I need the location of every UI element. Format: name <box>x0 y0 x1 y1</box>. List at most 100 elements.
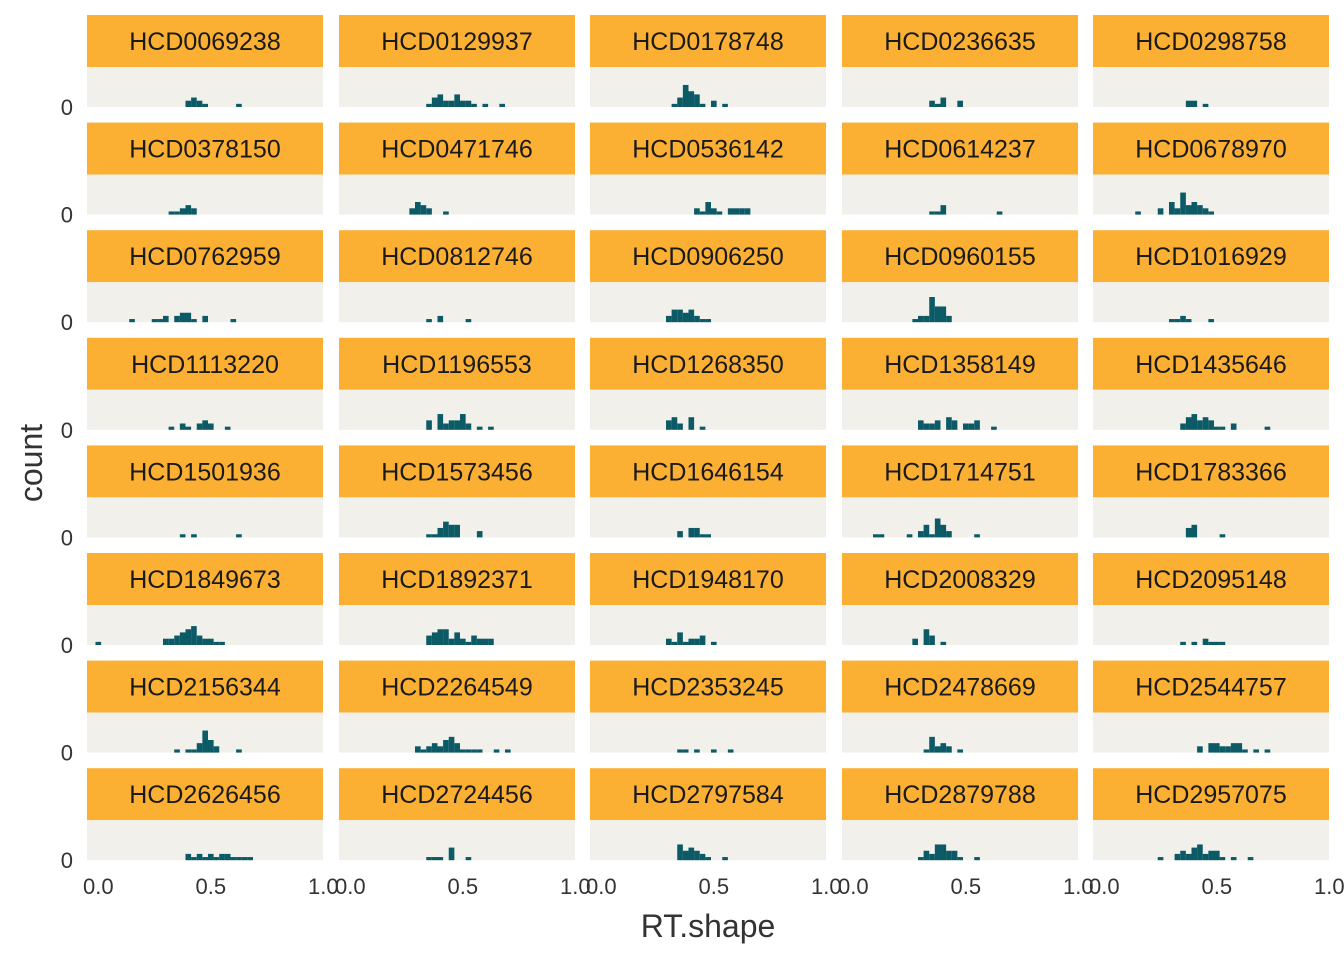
histogram-bar <box>699 635 706 645</box>
histogram-bar <box>185 629 192 645</box>
histogram-bar <box>202 103 208 107</box>
histogram-bar <box>940 641 947 645</box>
histogram-bar <box>476 426 483 430</box>
facet-strip-label: HCD2478669 <box>884 674 1036 702</box>
histogram-bar <box>906 534 913 538</box>
histogram-bar <box>1236 743 1243 753</box>
histogram-bar <box>1264 426 1271 430</box>
histogram-bar <box>694 527 700 538</box>
facet-bars <box>677 844 728 861</box>
histogram-bar <box>1230 423 1237 430</box>
histogram-bar <box>471 103 477 107</box>
histogram-bar <box>185 853 192 861</box>
facet-strip-label: HCD0762959 <box>129 243 281 271</box>
facet-panel-HCD1501936: HCD1501936 <box>87 445 323 538</box>
facet-plot-area <box>590 282 826 323</box>
histogram-bar <box>459 749 466 753</box>
histogram-bar <box>191 534 197 538</box>
histogram-bar <box>677 423 683 430</box>
histogram-bar <box>1197 844 1203 861</box>
histogram-bar <box>1191 847 1198 861</box>
facet-plot-area <box>842 389 1078 430</box>
facet-panel-HCD2544757: HCD2544757 <box>1093 660 1329 753</box>
histogram-bar <box>671 641 678 645</box>
facet-strip-label: HCD2264549 <box>381 674 533 702</box>
facet-strip <box>842 122 1078 175</box>
histogram-bar <box>996 211 1003 215</box>
facet-plot-area <box>842 282 1078 323</box>
facet-bars <box>694 202 751 215</box>
facet-bars <box>677 527 711 538</box>
histogram-bar <box>426 746 432 753</box>
x-tick-label: 0.5 <box>951 874 982 899</box>
histogram-bar <box>443 423 449 430</box>
facet-bars <box>665 309 711 323</box>
histogram-bar <box>1180 641 1186 645</box>
histogram-bar <box>677 844 683 861</box>
histogram-bar <box>934 211 941 215</box>
histogram-bar <box>414 202 421 215</box>
facet-strip <box>87 15 323 67</box>
histogram-bar <box>504 749 511 753</box>
facet-strip <box>87 768 323 821</box>
histogram-bar <box>426 103 432 107</box>
facet-bars <box>923 736 963 753</box>
facet-strip-label: HCD0178748 <box>632 28 784 56</box>
facet-strip <box>87 337 323 390</box>
histogram-bar <box>162 638 169 645</box>
facet-strip-label: HCD1646154 <box>632 458 784 486</box>
facet-panel-HCD1646154: HCD1646154 <box>590 445 826 538</box>
histogram-bar <box>454 743 460 753</box>
histogram-bar <box>459 414 466 430</box>
facet-strip <box>1093 660 1329 713</box>
histogram-bar <box>431 857 438 861</box>
facet-panel-HCD1948170: HCD1948170 <box>590 553 826 645</box>
facet-strip-label: HCD1501936 <box>129 458 281 486</box>
facet-plot-area <box>842 497 1078 538</box>
histogram-bar <box>1219 641 1226 645</box>
y-tick-label: 0 <box>61 741 73 766</box>
histogram-bar <box>1191 202 1198 215</box>
histogram-bar <box>665 638 672 645</box>
histogram-bar <box>443 211 449 215</box>
histogram-bar <box>168 211 175 215</box>
facet-panels: HCD0069238 HCD0129937 HCD0178748 HCD0236635… <box>87 15 1329 861</box>
histogram-bar <box>940 205 947 215</box>
histogram-bar <box>426 208 432 215</box>
histogram-bar <box>699 319 706 323</box>
histogram-bar <box>1197 746 1203 753</box>
facet-plot-area <box>339 820 575 861</box>
histogram-bar <box>1202 417 1209 430</box>
facet-strip-label: HCD0678970 <box>1135 136 1287 164</box>
histogram-bar <box>431 97 438 107</box>
histogram-bar <box>191 208 197 215</box>
histogram-bar <box>671 309 678 323</box>
histogram-bar <box>710 749 717 753</box>
facet-strip <box>339 445 575 498</box>
histogram-bar <box>940 97 947 107</box>
histogram-bar <box>448 847 455 861</box>
facet-panel-HCD1892371: HCD1892371 <box>339 553 575 645</box>
facet-panel-HCD1435646: HCD1435646 <box>1093 337 1329 430</box>
facet-strip <box>590 230 826 283</box>
histogram-bar <box>196 853 203 861</box>
facet-strip <box>87 445 323 498</box>
histogram-bar <box>1208 319 1214 323</box>
facet-panel-HCD0536142: HCD0536142 <box>590 122 826 215</box>
histogram-bar <box>168 638 175 645</box>
histogram-bar <box>196 743 203 753</box>
facet-panel-HCD0812746: HCD0812746 <box>339 230 575 323</box>
facet-panel-HCD2008329: HCD2008329 <box>842 553 1078 645</box>
histogram-bar <box>1213 426 1220 430</box>
histogram-bar <box>1191 414 1198 430</box>
histogram-bar <box>437 629 444 645</box>
facet-plot-area <box>842 174 1078 215</box>
histogram-bar <box>1180 850 1186 861</box>
facet-strip-label: HCD0129937 <box>381 28 533 56</box>
facet-strip <box>1093 15 1329 67</box>
facet-strip-label: HCD0236635 <box>884 28 1036 56</box>
facet-strip <box>842 660 1078 713</box>
facet-strip-label: HCD1435646 <box>1135 351 1287 379</box>
histogram-bar <box>488 638 494 645</box>
facet-plot-area <box>1093 282 1329 323</box>
